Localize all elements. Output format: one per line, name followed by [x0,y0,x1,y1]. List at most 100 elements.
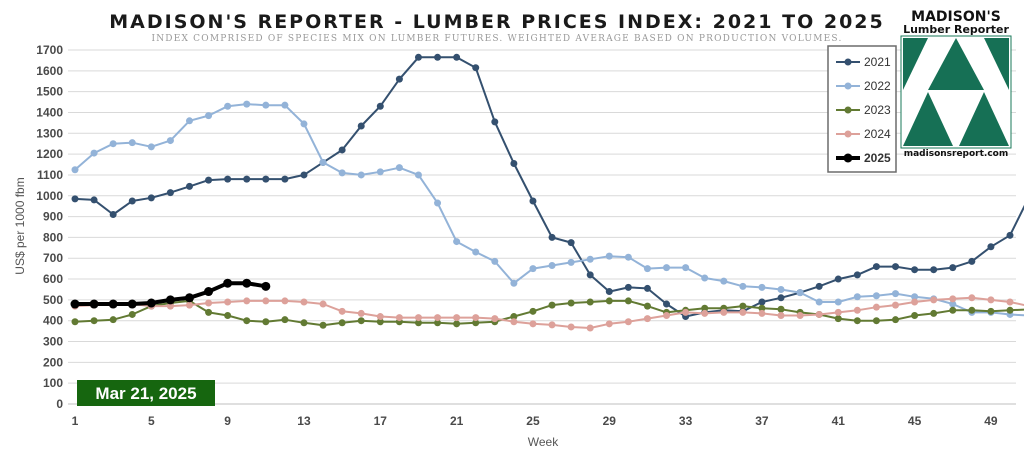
data-point-2021 [930,266,938,274]
data-point-2023 [510,313,518,321]
data-point-2021 [663,300,671,308]
data-point-2023 [1006,306,1014,314]
data-point-2021 [357,122,365,130]
logo-triangle [984,38,1009,90]
data-point-2021 [376,102,384,110]
data-point-2023 [739,302,747,310]
data-point-2021 [815,282,823,290]
data-point-2023 [434,319,442,327]
legend-swatch-marker [844,130,852,138]
legend-item-2022: 2022 [836,79,891,93]
data-point-2023 [319,321,327,329]
data-point-2022 [205,112,213,120]
data-point-2025 [165,295,175,305]
data-point-2024 [338,307,346,315]
legend: 2021 2022 2023 2024 2025 [827,45,897,173]
logo-line1: MADISON'S [911,9,1001,25]
data-point-2021 [205,176,213,184]
data-point-2022 [128,139,136,147]
plot-area: 0 100 200 300 400 500 600 700 800 900 1000 1100 1200… [36,43,1024,428]
data-point-2021 [166,189,174,197]
data-point-2022 [185,117,193,125]
data-point-2024 [605,320,613,328]
data-point-2021 [414,53,422,61]
data-point-2022 [338,169,346,177]
data-point-2022 [758,283,766,291]
data-point-2024 [548,321,556,329]
data-point-2022 [224,102,232,110]
data-point-2021 [586,271,594,279]
data-point-2021 [643,284,651,292]
data-point-2021 [300,171,308,179]
data-point-2023 [414,319,422,327]
data-point-2023 [90,317,98,325]
data-point-2024 [262,297,270,305]
legend-label: 2022 [864,79,891,93]
data-point-2021 [529,197,537,205]
data-point-2021 [777,294,785,302]
data-point-2024 [1006,298,1014,306]
data-point-2023 [472,319,480,327]
data-point-2025 [242,278,252,288]
data-point-2021 [911,266,919,274]
data-point-2024 [643,315,651,323]
data-point-2021 [968,257,976,265]
logo-triangle [903,92,953,146]
logo-triangle [928,38,984,90]
data-point-2023 [128,310,136,318]
logo-line2: Lumber Reporter [903,23,1009,36]
y-tick-label: 800 [43,230,63,244]
data-point-2024 [796,312,804,319]
x-axis-ticks: 1 5 9 13 17 21 25 29 33 37 41 45 49 [72,414,998,428]
legend-swatch-marker [843,153,853,163]
date-badge-text: Mar 21, 2025 [95,384,196,403]
data-point-2024 [758,309,766,317]
data-point-2022 [815,298,823,306]
data-point-2024 [395,314,403,322]
data-point-2022 [376,168,384,176]
data-point-2021 [834,275,842,283]
data-point-2023 [911,312,919,319]
data-point-2023 [357,317,365,325]
data-point-2023 [853,317,861,325]
data-point-2024 [434,314,442,322]
data-point-2022 [720,277,728,285]
data-point-2021 [243,175,251,183]
data-point-2021 [853,271,861,279]
chart-subtitle: INDEX COMPRISED OF SPECIES MIX ON LUMBER… [151,34,842,44]
y-tick-label: 700 [43,251,63,265]
logo-triangle [903,38,928,90]
data-point-2021 [281,175,289,183]
x-tick-label: 37 [755,414,769,428]
data-point-2024 [205,299,213,307]
x-tick-label: 21 [450,414,464,428]
data-point-2024 [701,309,709,317]
data-point-2024 [911,298,919,306]
data-point-2025 [127,299,137,309]
y-tick-label: 1400 [36,105,63,119]
data-point-2023 [949,306,957,314]
data-point-2025 [108,299,118,309]
data-point-2022 [395,164,403,172]
x-tick-label: 41 [832,414,846,428]
data-point-2021 [491,118,499,126]
data-point-2023 [281,316,289,324]
data-point-2024 [892,301,900,309]
data-point-2023 [930,309,938,317]
legend-swatch-marker [844,82,852,90]
x-tick-label: 25 [526,414,540,428]
data-point-2021 [949,264,957,272]
data-point-2023 [109,316,117,324]
data-point-2025 [184,293,194,303]
data-point-2024 [777,312,785,319]
data-point-2023 [758,304,766,312]
data-point-2022 [491,257,499,265]
data-point-2024 [357,309,365,317]
data-point-2022 [892,290,900,298]
y-axis-ticks: 0 100 200 300 400 500 600 700 800 900 1000 1100 1200… [36,43,63,411]
legend-item-2024: 2024 [836,127,891,141]
data-point-2023 [262,318,270,326]
data-point-2021 [90,196,98,204]
data-point-2021 [224,175,232,183]
data-point-2022 [243,100,251,108]
